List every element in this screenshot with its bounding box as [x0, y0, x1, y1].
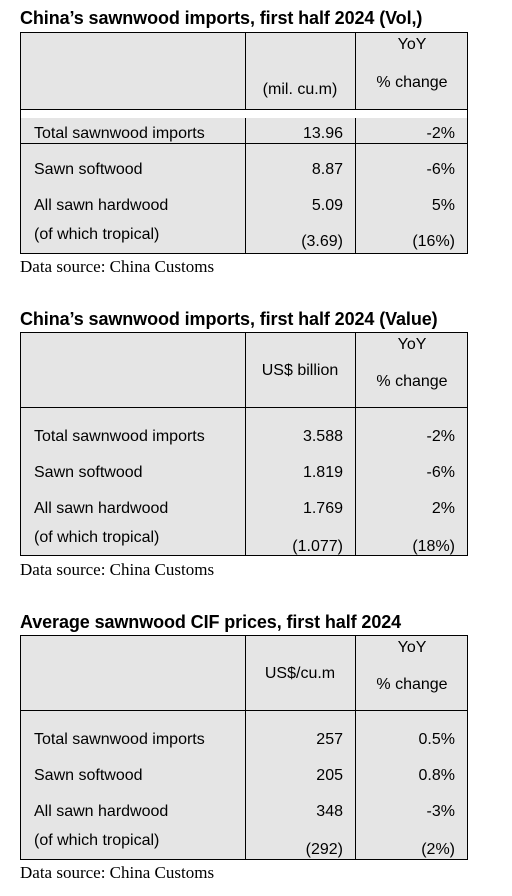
- row-label-hardwood: All sawn hardwood: [34, 500, 169, 517]
- price-data-source: Data source: China Customs: [20, 863, 215, 882]
- volume-data-source: Data source: China Customs: [20, 257, 215, 276]
- row-label-hardwood: All sawn hardwood: [34, 803, 169, 820]
- row-change-tropical: (18%): [412, 538, 455, 555]
- row-value-hardwood: 5.09: [311, 197, 343, 214]
- row-label-tropical: (of which tropical): [34, 529, 160, 546]
- row-spacer: [21, 110, 467, 118]
- percent-change-header: % change: [376, 676, 448, 693]
- yoy-header: YoY: [397, 36, 427, 53]
- column-divider: [355, 333, 356, 555]
- header-divider: [21, 407, 467, 408]
- value-table-title: China’s sawnwood imports, first half 202…: [20, 309, 438, 329]
- row-label-softwood: Sawn softwood: [34, 767, 143, 784]
- row-change-total: -2%: [426, 125, 455, 142]
- row-value-hardwood: 348: [316, 803, 343, 820]
- row-label-hardwood: All sawn hardwood: [34, 197, 169, 214]
- row-value-tropical: (1.077): [292, 538, 343, 555]
- row-value-total: 257: [316, 731, 343, 748]
- volume-table-title: China’s sawnwood imports, first half 202…: [20, 8, 423, 28]
- volume-table: YoY % change (mil. cu.m) Total sawnwood …: [20, 32, 468, 254]
- row-value-hardwood: 1.769: [302, 500, 343, 517]
- row-label-softwood: Sawn softwood: [34, 464, 143, 481]
- row-label-total: Total sawnwood imports: [34, 731, 205, 748]
- price-table: YoY % change US$/cu.m Total sawnwood imp…: [20, 635, 468, 860]
- row-change-softwood: -6%: [426, 464, 455, 481]
- value-table: YoY % change US$ billion Total sawnwood …: [20, 332, 468, 556]
- row-change-hardwood: 2%: [431, 500, 455, 517]
- value-unit-header: US$/cu.m: [264, 665, 336, 682]
- row-change-tropical: (2%): [421, 841, 455, 858]
- price-table-title: Average sawnwood CIF prices, first half …: [20, 612, 402, 632]
- row-label-total: Total sawnwood imports: [34, 125, 205, 142]
- percent-change-header: % change: [376, 74, 448, 91]
- row-value-tropical: (292): [305, 841, 343, 858]
- row-label-tropical: (of which tropical): [34, 832, 160, 849]
- row-label-softwood: Sawn softwood: [34, 161, 143, 178]
- column-divider: [245, 333, 246, 555]
- row-change-tropical: (16%): [412, 233, 455, 250]
- value-unit-header: (mil. cu.m): [262, 81, 338, 98]
- row-change-softwood: -6%: [426, 161, 455, 178]
- header-divider: [21, 710, 467, 711]
- column-divider: [355, 636, 356, 859]
- row-value-total: 13.96: [302, 125, 343, 142]
- row-label-tropical: (of which tropical): [34, 226, 160, 243]
- row-change-total: -2%: [426, 428, 455, 445]
- column-divider: [245, 636, 246, 859]
- total-row-divider: [21, 143, 467, 144]
- row-label-total: Total sawnwood imports: [34, 428, 205, 445]
- row-change-softwood: 0.8%: [418, 767, 455, 784]
- row-change-total: 0.5%: [418, 731, 455, 748]
- row-value-softwood: 1.819: [302, 464, 343, 481]
- row-value-softwood: 205: [316, 767, 343, 784]
- value-unit-header: US$ billion: [261, 362, 339, 379]
- row-value-total: 3.588: [302, 428, 343, 445]
- yoy-header: YoY: [397, 336, 427, 353]
- percent-change-header: % change: [376, 373, 448, 390]
- row-value-tropical: (3.69): [301, 233, 343, 250]
- row-change-hardwood: 5%: [431, 197, 455, 214]
- header-divider: [21, 109, 467, 110]
- yoy-header: YoY: [397, 639, 427, 656]
- value-data-source: Data source: China Customs: [20, 560, 215, 579]
- row-value-softwood: 8.87: [311, 161, 343, 178]
- row-change-hardwood: -3%: [426, 803, 455, 820]
